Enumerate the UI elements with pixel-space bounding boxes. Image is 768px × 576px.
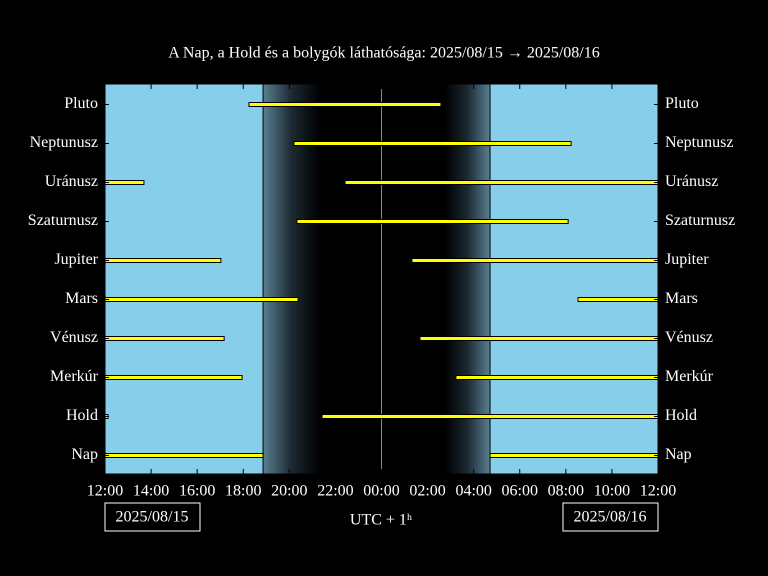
day-shading bbox=[105, 84, 264, 474]
visibility-bar bbox=[104, 336, 225, 341]
y-tick-label: Nap bbox=[71, 446, 98, 463]
visibility-bar bbox=[104, 258, 222, 263]
x-tick-label: 12:00 bbox=[87, 483, 123, 500]
y-tick-label: Vénusz bbox=[50, 329, 98, 346]
night-shading bbox=[319, 84, 446, 474]
y-tick-label-right: Vénusz bbox=[665, 329, 713, 346]
y-tick-label-right: Nap bbox=[665, 446, 692, 463]
visibility-bar bbox=[344, 180, 659, 185]
dusk-shading bbox=[263, 84, 320, 474]
y-tick-label: Jupiter bbox=[54, 251, 98, 268]
visibility-bar bbox=[104, 297, 299, 302]
y-tick-label: Pluto bbox=[64, 95, 98, 112]
x-tick-label: 08:00 bbox=[548, 483, 584, 500]
y-tick-label: Merkúr bbox=[50, 368, 99, 385]
x-tick-label: 10:00 bbox=[594, 483, 630, 500]
dawn-shading bbox=[445, 84, 491, 474]
visibility-bar bbox=[293, 141, 572, 146]
y-tick-label-right: Merkúr bbox=[665, 368, 714, 385]
x-tick-label: 00:00 bbox=[363, 483, 399, 500]
visibility-bar bbox=[411, 258, 659, 263]
y-tick-label-right: Pluto bbox=[665, 95, 699, 112]
x-tick-label: 18:00 bbox=[225, 483, 261, 500]
visibility-bar bbox=[321, 414, 659, 419]
x-tick-label: 14:00 bbox=[133, 483, 169, 500]
day-shading bbox=[490, 84, 658, 474]
y-tick-label: Hold bbox=[66, 407, 98, 424]
visibility-bar bbox=[296, 219, 569, 224]
y-tick-label: Mars bbox=[65, 290, 98, 307]
visibility-bar bbox=[104, 453, 264, 458]
y-tick-label-right: Jupiter bbox=[665, 251, 709, 268]
date-box bbox=[562, 502, 659, 532]
visibility-bar bbox=[104, 375, 243, 380]
x-tick-label: 12:00 bbox=[640, 483, 676, 500]
x-tick-label: 22:00 bbox=[317, 483, 353, 500]
x-tick-label: 06:00 bbox=[502, 483, 538, 500]
visibility-bar bbox=[455, 375, 659, 380]
date-box bbox=[104, 502, 201, 532]
y-tick-label: Szaturnusz bbox=[28, 212, 98, 229]
visibility-bar bbox=[248, 102, 442, 107]
visibility-bar bbox=[577, 297, 659, 302]
x-tick-label: 20:00 bbox=[271, 483, 307, 500]
x-tick-label: 04:00 bbox=[455, 483, 491, 500]
y-tick-label-right: Hold bbox=[665, 407, 697, 424]
y-tick-label: Neptunusz bbox=[30, 134, 98, 151]
start-date: 2025/08/15 bbox=[116, 509, 189, 526]
visibility-bar bbox=[104, 180, 145, 185]
chart-title: A Nap, a Hold és a bolygók láthatósága: … bbox=[168, 45, 600, 62]
y-tick-label-right: Mars bbox=[665, 290, 698, 307]
x-axis-label: UTC + 1ʰ bbox=[350, 512, 412, 529]
y-tick-label-right: Neptunusz bbox=[665, 134, 733, 151]
x-tick-label: 16:00 bbox=[179, 483, 215, 500]
end-date: 2025/08/16 bbox=[574, 509, 647, 526]
y-tick-label-right: Uránusz bbox=[665, 173, 718, 190]
visibility-bar bbox=[419, 336, 659, 341]
y-tick-label-right: Szaturnusz bbox=[665, 212, 735, 229]
x-tick-label: 02:00 bbox=[409, 483, 445, 500]
visibility-bar bbox=[489, 453, 659, 458]
y-tick-label: Uránusz bbox=[45, 173, 98, 190]
